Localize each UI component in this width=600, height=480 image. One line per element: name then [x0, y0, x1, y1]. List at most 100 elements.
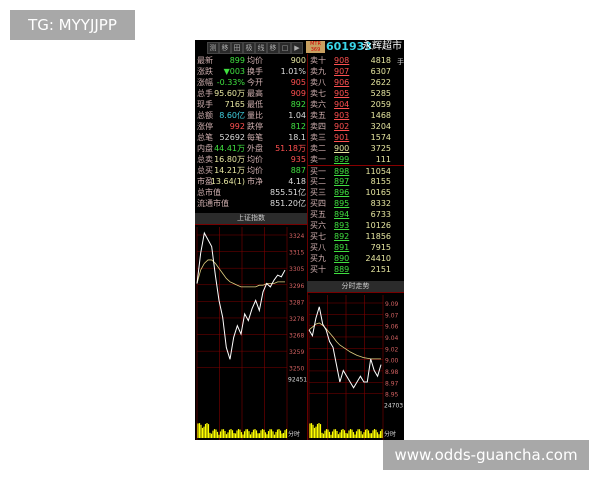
order-book-row[interactable]: 卖九 907 6307 [307, 66, 404, 77]
quote-label: 总额 [197, 111, 213, 120]
quote-label: 量比 [247, 111, 263, 120]
quote-value: 13.64(1) [210, 177, 245, 186]
level-price: 902 [334, 122, 350, 131]
level-volume: 1574 [370, 133, 391, 142]
mtr-badge[interactable]: MTR 369 [306, 41, 325, 53]
intraday-chart[interactable]: 分时走势 9.09 9.07 9.06 9.04 9.02 9.00 8.98 8.97 8.9… [307, 281, 404, 440]
level-volume: 5285 [370, 89, 391, 98]
order-book-row[interactable]: 买四 895 8332 [307, 198, 404, 209]
toolbar-button[interactable]: 测 [207, 42, 219, 54]
order-book-row[interactable]: 买八 891 7915 [307, 242, 404, 253]
y-tick-label: 3296 [289, 283, 304, 290]
quote-label: 总手 [197, 89, 213, 98]
y-tick-label: 3315 [289, 250, 304, 257]
level-price: 891 [334, 243, 350, 252]
average-line [308, 322, 381, 360]
order-book-row[interactable]: 卖八 906 2622 [307, 77, 404, 88]
level-label: 卖一 [310, 155, 326, 164]
order-book-row[interactable]: 卖五 903 1468 [307, 110, 404, 121]
level-price: 900 [334, 144, 350, 153]
toolbar-button[interactable]: 移 [219, 42, 231, 54]
toolbar-button[interactable]: 极 [243, 42, 255, 54]
y-tick-label: 9.09 [385, 301, 399, 308]
order-book-row[interactable]: 卖七 905 5285 [307, 88, 404, 99]
toolbar-button[interactable]: ▶ [291, 42, 303, 54]
quote-value: 52692 [219, 133, 245, 142]
level-price: 905 [334, 89, 350, 98]
quote-label: 换手 [247, 67, 263, 76]
level-volume: 6733 [370, 210, 391, 219]
level-price: 908 [334, 56, 350, 65]
quote-value: 51.18万 [275, 144, 306, 153]
average-line [196, 259, 285, 288]
order-book-row[interactable]: 买五 894 6733 [307, 209, 404, 220]
level-label: 卖三 [310, 133, 326, 142]
quote-label: 最新 [197, 56, 213, 65]
order-book-row[interactable]: 买七 892 11856 [307, 231, 404, 242]
level-label: 买八 [310, 243, 326, 252]
unit-label: 手 [397, 58, 404, 66]
toolbar-button[interactable]: □ [279, 42, 291, 54]
toolbar-button[interactable]: 田 [231, 42, 243, 54]
order-book-row[interactable]: 买十 889 2151 [307, 264, 404, 275]
order-book-row[interactable]: 卖十 908 4818 [307, 55, 404, 66]
level-volume: 7915 [370, 243, 391, 252]
y-tick-label: 3259 [289, 349, 304, 356]
quote-row: 现手 7165 最低 892 [195, 99, 307, 110]
order-book-row[interactable]: 卖一 899 111 [307, 154, 404, 165]
level-volume: 3725 [370, 144, 391, 153]
quote-row: 总手 95.60万 最高 909 [195, 88, 307, 99]
level-label: 卖九 [310, 67, 326, 76]
toolbar-button[interactable]: 移 [267, 42, 279, 54]
level-price: 895 [334, 199, 350, 208]
quote-value: 899 [229, 56, 245, 65]
quote-row: 最新 899 均价 900 [195, 55, 307, 66]
order-book-row[interactable]: 卖四 902 3204 [307, 121, 404, 132]
toolbar-button[interactable]: 线 [255, 42, 267, 54]
level-label: 卖五 [310, 111, 326, 120]
y-tick-label: 9.06 [385, 324, 399, 331]
level-label: 卖十 [310, 56, 326, 65]
quote-value: 935 [290, 155, 306, 164]
order-book-row[interactable]: 卖三 901 1574 [307, 132, 404, 143]
level-volume: 1468 [370, 111, 391, 120]
quote-value: 1.01% [280, 67, 306, 76]
quote-label: 涨跌 [197, 67, 213, 76]
quote-value: 900 [290, 56, 306, 65]
level-label: 卖八 [310, 78, 326, 87]
y-tick-label: 3287 [289, 299, 304, 306]
level-price: 889 [334, 265, 350, 274]
level-price: 901 [334, 133, 350, 142]
quote-label: 涨停 [197, 122, 213, 131]
order-book-row[interactable]: 买九 890 24410 [307, 253, 404, 264]
quote-label: 每笔 [247, 133, 263, 142]
time-label: 分时 [384, 430, 396, 438]
quote-label: 市净 [247, 177, 263, 186]
level-label: 买七 [310, 232, 326, 241]
quote-value: 851.20亿 [270, 199, 306, 208]
level-label: 买四 [310, 199, 326, 208]
price-line [196, 231, 286, 360]
price-line [308, 306, 382, 389]
index-chart[interactable]: 上证指数 3324 3315 3305 3296 3287 3278 3268 3259 325… [195, 213, 307, 440]
level-volume: 111 [375, 155, 391, 164]
quote-row: 总卖 16.80万 均价 935 [195, 154, 307, 165]
level-label: 卖七 [310, 89, 326, 98]
order-book-row[interactable]: 卖六 904 2059 [307, 99, 404, 110]
quote-row: 总笔 52692 每笔 18.1 [195, 132, 307, 143]
order-book-row[interactable]: 卖二 900 3725 [307, 143, 404, 154]
quote-row: 总市值 855.51亿 [195, 187, 307, 198]
order-book-row[interactable]: 买二 897 8155 [307, 176, 404, 187]
order-book-row[interactable]: 买三 896 10165 [307, 187, 404, 198]
volume-max-label: 92451 [288, 377, 307, 384]
level-label: 卖六 [310, 100, 326, 109]
stock-code: 601933 [326, 40, 372, 53]
level-volume: 11856 [365, 232, 391, 241]
quote-value: 95.60万 [214, 89, 245, 98]
stock-name: 永辉超市 [362, 41, 402, 52]
quote-label: 跌停 [247, 122, 263, 131]
y-tick-label: 8.97 [385, 380, 399, 387]
level-label: 买二 [310, 177, 326, 186]
level-volume: 8155 [370, 177, 391, 186]
order-book-row[interactable]: 买六 893 10126 [307, 220, 404, 231]
